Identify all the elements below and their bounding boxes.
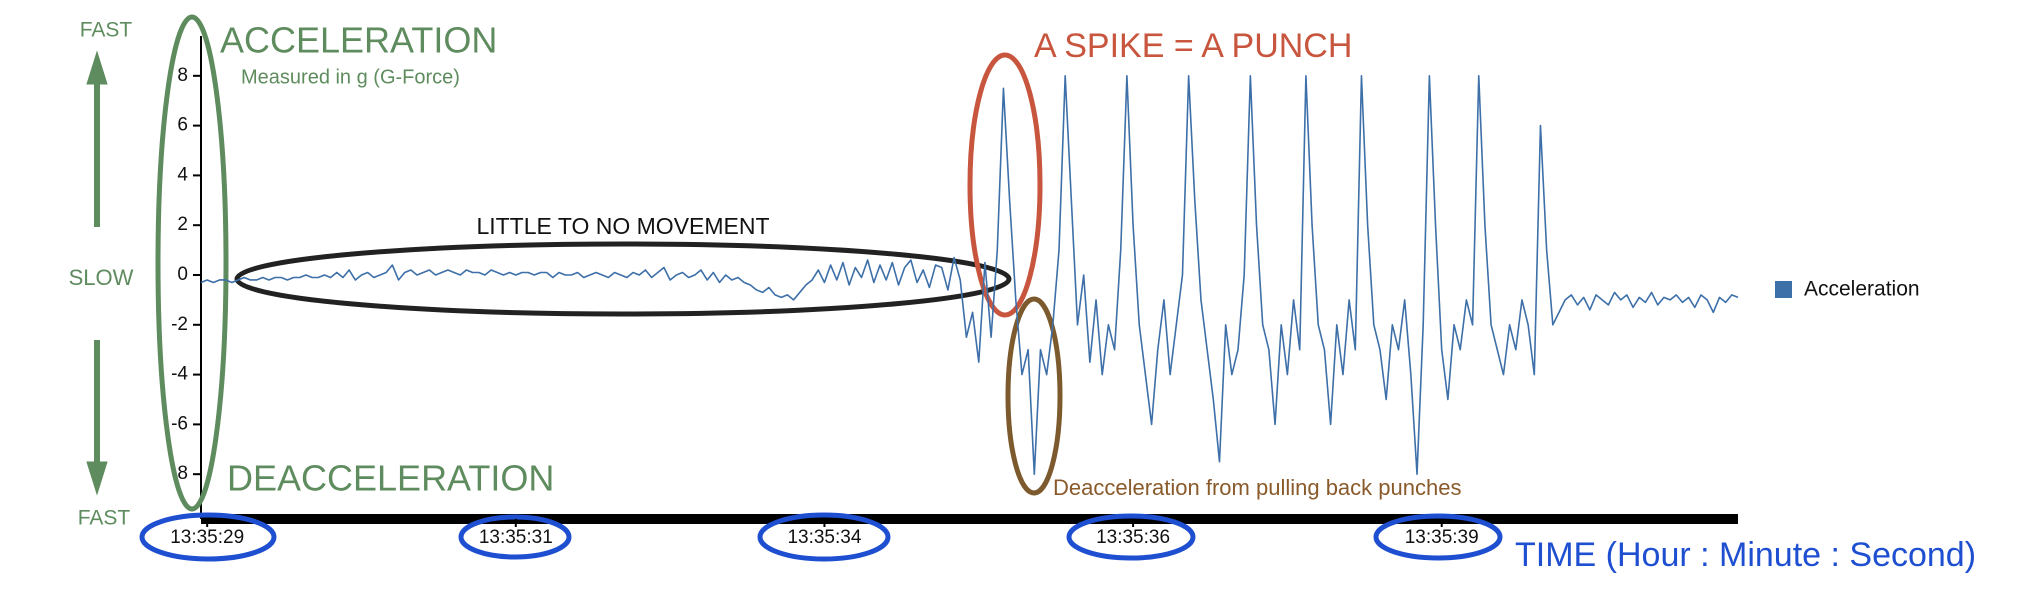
y-tick-label: 6 — [177, 115, 188, 136]
y-axis-ellipse — [155, 14, 229, 512]
y-tick-label: 8 — [177, 463, 188, 484]
tick-ellipse — [1066, 513, 1196, 561]
tick-ellipse — [139, 512, 277, 562]
up-arrow-head — [86, 50, 108, 85]
spike-ellipse — [967, 52, 1043, 318]
flat-label: LITTLE TO NO MOVEMENT — [476, 213, 769, 239]
y-tick-label: -6 — [171, 413, 188, 434]
x-tick-label: 13:35:31 — [479, 527, 553, 548]
x-tick-label: 13:35:36 — [1096, 527, 1170, 548]
tick-ellipse — [757, 512, 891, 562]
x-tick-label: 13:35:29 — [170, 527, 244, 548]
fast-label: FAST — [78, 507, 131, 530]
pull-back-label: Deacceleration from pulling back punches — [1053, 475, 1461, 500]
fast-label: FAST — [80, 19, 133, 42]
y-tick-label: 2 — [177, 214, 188, 235]
y-tick-label: 0 — [177, 264, 188, 285]
down-arrow-head — [86, 461, 108, 496]
y-tick-label: -4 — [171, 364, 188, 385]
x-axis-title: TIME (Hour : Minute : Second) — [1515, 536, 1976, 574]
x-tick-label: 13:35:34 — [787, 527, 861, 548]
tick-ellipse — [458, 514, 572, 560]
data-line — [200, 75, 1739, 475]
spike-label: A SPIKE = A PUNCH — [1034, 27, 1352, 65]
y-tick-label: -2 — [171, 314, 188, 335]
dip-ellipse — [1005, 296, 1063, 496]
slow-label: SLOW — [69, 265, 134, 290]
x-tick-label: 13:35:39 — [1405, 527, 1479, 548]
deacceleration-label: DEACCELERATION — [227, 458, 554, 499]
legend-swatch — [1775, 281, 1792, 298]
acceleration-label: ACCELERATION — [220, 20, 497, 61]
flat-ellipse — [234, 241, 1012, 317]
y-tick-label: 4 — [177, 164, 188, 185]
tick-ellipse — [1373, 513, 1503, 561]
legend-label: Acceleration — [1804, 278, 1920, 301]
units-label: Measured in g (G-Force) — [241, 66, 460, 88]
y-tick-label: 8 — [177, 65, 188, 86]
